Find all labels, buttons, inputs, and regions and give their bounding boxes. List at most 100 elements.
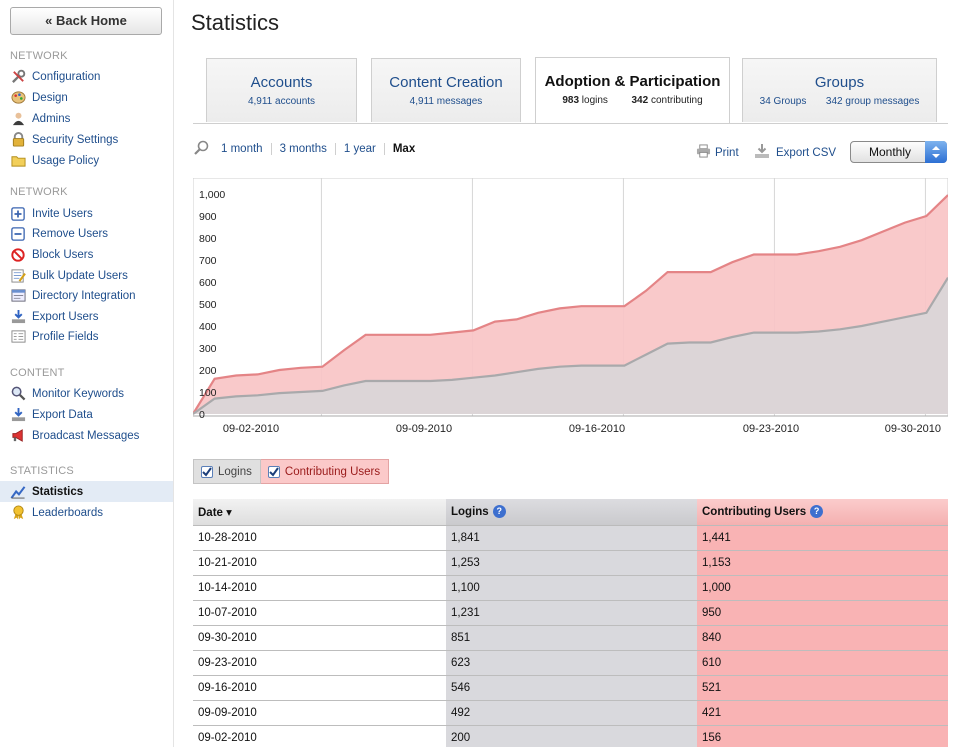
- y-tick-label: 0: [199, 409, 205, 421]
- statistics-table: Date ▾ Logins? Contributing Users? 10-28…: [193, 499, 948, 747]
- contributing-cell: 1,441: [697, 525, 948, 551]
- sidebar-item-broadcast-messages[interactable]: Broadcast Messages: [0, 425, 173, 446]
- sidebar-item-usage-policy[interactable]: Usage Policy: [0, 150, 173, 171]
- contributing-cell: 521: [697, 675, 948, 701]
- export-data-icon: [10, 407, 26, 423]
- groups-count: 34 Groups: [759, 96, 807, 107]
- print-button[interactable]: Print: [696, 144, 739, 161]
- table-header-row: Date ▾ Logins? Contributing Users?: [193, 499, 948, 526]
- sidebar-item-directory-integration[interactable]: Directory Integration: [0, 285, 173, 306]
- sidebar-item-monitor-keywords[interactable]: Monitor Keywords: [0, 383, 173, 404]
- table-row: 09-23-2010 623 610: [193, 650, 948, 676]
- section-title-statistics: STATISTICS: [10, 465, 74, 477]
- directory-icon: [10, 288, 26, 304]
- series-area-logins: [193, 277, 948, 414]
- checkbox-checked-icon: [201, 465, 213, 478]
- table-row: 09-02-2010 200 156: [193, 725, 948, 747]
- header-label: Date ▾: [198, 506, 232, 519]
- section-title-content: CONTENT: [10, 367, 65, 379]
- export-icon: [10, 309, 26, 325]
- tab-adoption-participation[interactable]: Adoption & Participation 983 logins 342 …: [535, 57, 730, 123]
- profile-fields-icon: [10, 329, 26, 345]
- lock-icon: [10, 132, 26, 148]
- legend-contributing-toggle[interactable]: Contributing Users: [260, 459, 390, 484]
- series-line-logins: [193, 277, 948, 415]
- wrench-icon: [10, 69, 26, 85]
- sidebar-item-statistics[interactable]: Statistics: [0, 481, 173, 502]
- sidebar-item-admins[interactable]: Admins: [0, 108, 173, 129]
- legend-logins-toggle[interactable]: Logins: [193, 459, 261, 484]
- tab-groups[interactable]: Groups 34 Groups 342 group messages: [742, 58, 937, 122]
- logins-cell: 851: [446, 625, 697, 651]
- block-icon: [10, 247, 26, 263]
- minus-icon: [10, 226, 26, 242]
- range-1-month[interactable]: 1 month: [221, 143, 263, 155]
- tab-content-creation[interactable]: Content Creation 4,911 messages: [371, 58, 521, 122]
- sidebar-item-export-data[interactable]: Export Data: [0, 404, 173, 425]
- export-csv-button[interactable]: Export CSV: [754, 143, 836, 162]
- contributing-cell: 1,153: [697, 550, 948, 576]
- sidebar-item-export-users[interactable]: Export Users: [0, 306, 173, 327]
- sidebar-item-security-settings[interactable]: Security Settings: [0, 129, 173, 150]
- range-1-year[interactable]: 1 year: [343, 143, 376, 155]
- range-selector: 1 month 3 months 1 year Max: [193, 140, 423, 157]
- sidebar-item-block-users[interactable]: Block Users: [0, 244, 173, 265]
- date-cell: 09-30-2010: [193, 625, 446, 651]
- logins-column-header[interactable]: Logins?: [446, 499, 697, 526]
- sidebar-item-label: Export Data: [32, 408, 93, 421]
- y-tick-label: 600: [199, 277, 217, 289]
- contributing-cell: 950: [697, 600, 948, 626]
- tab-divider: [193, 123, 948, 124]
- tab-subtitle: 4,911 accounts: [247, 96, 316, 107]
- sidebar-item-leaderboards[interactable]: Leaderboards: [0, 502, 173, 523]
- logins-cell: 200: [446, 725, 697, 747]
- sidebar-item-label: Bulk Update Users: [32, 269, 128, 282]
- tab-subtitle: 983 logins 342 contributing: [536, 95, 729, 106]
- sidebar-item-label: Profile Fields: [32, 330, 99, 343]
- admin-user-icon: [10, 111, 26, 127]
- sidebar-item-label: Leaderboards: [32, 506, 103, 519]
- table-row: 10-21-2010 1,253 1,153: [193, 550, 948, 576]
- tab-title: Content Creation: [389, 74, 503, 91]
- print-label: Print: [715, 146, 739, 159]
- date-cell: 09-23-2010: [193, 650, 446, 676]
- logins-cell: 1,841: [446, 525, 697, 551]
- contributing-cell: 421: [697, 700, 948, 726]
- sidebar-item-label: Statistics: [32, 485, 84, 498]
- range-separator: [270, 143, 272, 155]
- sidebar-item-label: Monitor Keywords: [32, 387, 125, 400]
- contributing-column-header[interactable]: Contributing Users?: [697, 499, 948, 526]
- sidebar-item-bulk-update-users[interactable]: Bulk Update Users: [0, 265, 173, 286]
- date-cell: 10-07-2010: [193, 600, 446, 626]
- period-value: Monthly: [869, 145, 912, 159]
- table-row: 09-09-2010 492 421: [193, 700, 948, 726]
- period-select[interactable]: Monthly: [850, 141, 947, 163]
- range-separator: [334, 143, 336, 155]
- sidebar-item-design[interactable]: Design: [0, 87, 173, 108]
- date-column-header[interactable]: Date ▾: [193, 499, 446, 526]
- y-tick-label: 500: [199, 299, 217, 311]
- logins-cell: 623: [446, 650, 697, 676]
- range-3-months[interactable]: 3 months: [279, 143, 327, 155]
- help-icon[interactable]: ?: [810, 505, 824, 519]
- logins-count: 983: [562, 95, 580, 106]
- sidebar-item-label: Security Settings: [32, 133, 119, 146]
- chart-legend: Logins Contributing Users: [193, 459, 390, 484]
- legend-contributing-label: Contributing Users: [284, 465, 381, 478]
- date-cell: 09-02-2010: [193, 725, 446, 747]
- sidebar-item-profile-fields[interactable]: Profile Fields: [0, 326, 173, 347]
- help-icon[interactable]: ?: [492, 505, 506, 519]
- y-tick-label: 800: [199, 233, 217, 245]
- sidebar-item-invite-users[interactable]: Invite Users: [0, 203, 173, 224]
- logins-cell: 546: [446, 675, 697, 701]
- y-tick-label: 100: [199, 387, 217, 399]
- back-home-button[interactable]: « Back Home: [10, 7, 162, 35]
- sidebar-item-configuration[interactable]: Configuration: [0, 66, 173, 87]
- y-tick-label: 1,000: [199, 189, 225, 201]
- y-tick-label: 200: [199, 365, 217, 377]
- range-max[interactable]: Max: [392, 143, 416, 155]
- sidebar-item-remove-users[interactable]: Remove Users: [0, 223, 173, 244]
- sidebar-item-label: Remove Users: [32, 227, 109, 240]
- tab-accounts[interactable]: Accounts 4,911 accounts: [206, 58, 357, 122]
- tab-title: Groups: [814, 74, 865, 91]
